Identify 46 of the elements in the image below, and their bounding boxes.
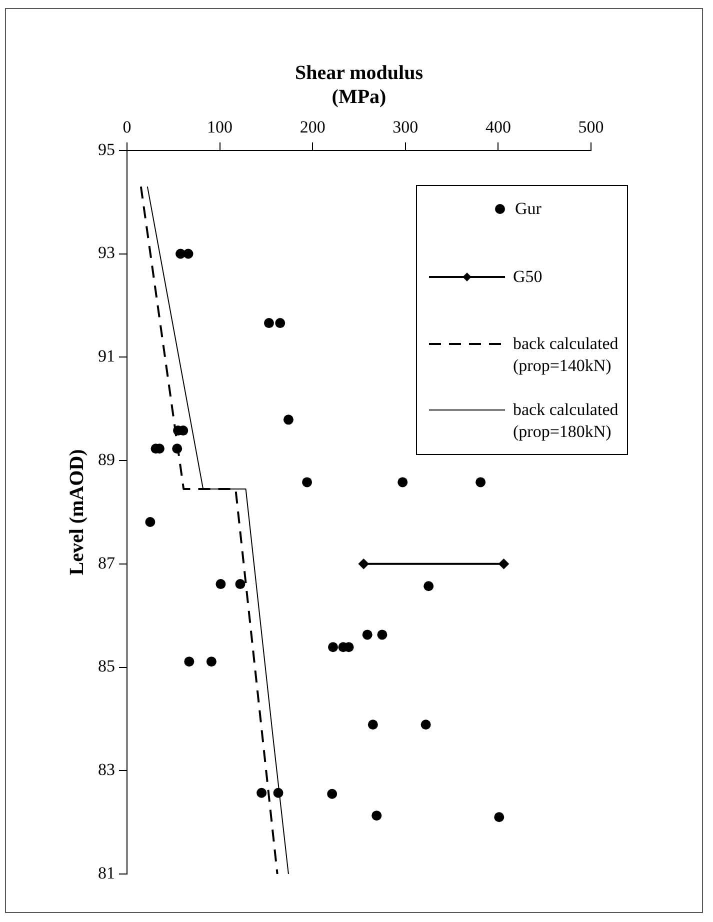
point bbox=[328, 642, 338, 652]
point bbox=[377, 630, 388, 640]
legend-label: Gur bbox=[515, 198, 542, 220]
point bbox=[264, 318, 274, 328]
y-tick-label: 95 bbox=[98, 140, 115, 159]
legend-label: G50 bbox=[513, 266, 542, 288]
y-tick-label: 83 bbox=[98, 760, 115, 780]
point bbox=[358, 558, 369, 569]
y-tick-label: 87 bbox=[98, 553, 116, 572]
point bbox=[206, 656, 216, 667]
y-tick-label: 93 bbox=[98, 243, 115, 262]
point bbox=[398, 477, 408, 488]
y-tick-label: 81 bbox=[98, 863, 115, 882]
point bbox=[494, 812, 504, 822]
point bbox=[476, 477, 486, 488]
point bbox=[172, 444, 182, 454]
point bbox=[145, 517, 156, 528]
y-axis-title: Level (mAOD) bbox=[66, 449, 88, 576]
x-tick-label: 500 bbox=[578, 118, 604, 137]
y-tick-label: 91 bbox=[98, 346, 115, 366]
point bbox=[273, 788, 284, 798]
x-tick-label: 100 bbox=[207, 118, 233, 137]
legend-label: back calculated (prop=140kN) bbox=[513, 333, 618, 378]
point bbox=[256, 788, 267, 798]
point bbox=[302, 477, 312, 488]
x-tick-label: 200 bbox=[300, 118, 326, 137]
x-tick-label: 400 bbox=[485, 118, 511, 137]
point bbox=[498, 558, 509, 569]
legend-label: back calculated (prop=180kN) bbox=[513, 399, 618, 444]
y-tick-label: 89 bbox=[98, 450, 115, 469]
x-tick-label: 0 bbox=[122, 118, 132, 137]
point bbox=[424, 581, 434, 592]
point bbox=[420, 720, 431, 730]
point bbox=[283, 414, 294, 425]
point bbox=[327, 788, 338, 799]
x-tick-label: 300 bbox=[392, 118, 418, 137]
point bbox=[362, 630, 372, 640]
point bbox=[184, 656, 194, 667]
point bbox=[372, 810, 382, 821]
point bbox=[368, 720, 378, 730]
point bbox=[235, 579, 246, 590]
x-axis-title: Shear modulus (MPa) bbox=[294, 62, 424, 108]
point bbox=[275, 318, 286, 328]
y-tick-label: 85 bbox=[98, 656, 115, 676]
point bbox=[216, 579, 226, 590]
point bbox=[183, 248, 194, 259]
